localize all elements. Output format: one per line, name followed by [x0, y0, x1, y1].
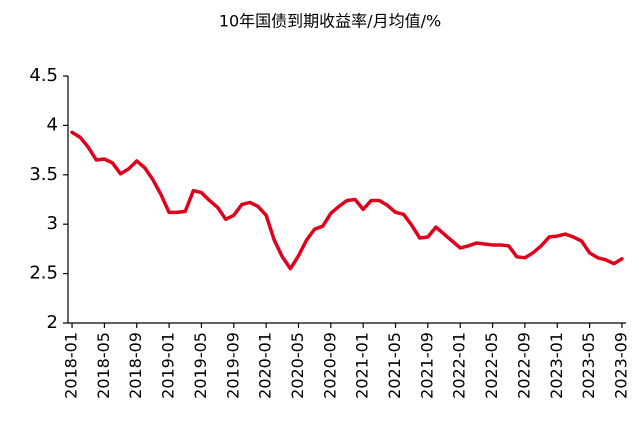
x-tick-label: 2018-01: [62, 332, 81, 399]
y-tick-label: 2.5: [29, 263, 58, 284]
y-tick-label: 3: [47, 213, 58, 234]
y-tick-label: 3.5: [29, 164, 58, 185]
x-tick-label: 2020-01: [256, 332, 275, 399]
x-tick-label: 2021-05: [385, 332, 404, 399]
chart-title: 10年国债到期收益率/月均值/%: [219, 12, 441, 31]
x-tick-label: 2021-09: [417, 332, 436, 399]
x-tick-label: 2019-01: [159, 332, 178, 399]
y-tick-label: 2: [47, 312, 58, 333]
x-tick-label: 2020-05: [288, 332, 307, 399]
x-tick-label: 2020-09: [320, 332, 339, 399]
x-tick-label: 2018-09: [126, 332, 145, 399]
x-tick-label: 2019-05: [191, 332, 210, 399]
x-tick-label: 2023-01: [547, 332, 566, 399]
y-tick-label: 4: [47, 114, 58, 135]
x-tick-label: 2022-05: [482, 332, 501, 399]
x-tick-label: 2021-01: [353, 332, 372, 399]
line-series: [70, 130, 624, 271]
x-tick-label: 2023-05: [579, 332, 598, 399]
x-tick-label: 2022-09: [514, 332, 533, 399]
x-tick-label: 2023-09: [611, 332, 630, 399]
y-tick-label: 4.5: [29, 65, 58, 86]
x-tick-label: 2019-09: [223, 332, 242, 399]
x-tick-label: 2018-05: [94, 332, 113, 399]
x-tick-label: 2022-01: [450, 332, 469, 399]
